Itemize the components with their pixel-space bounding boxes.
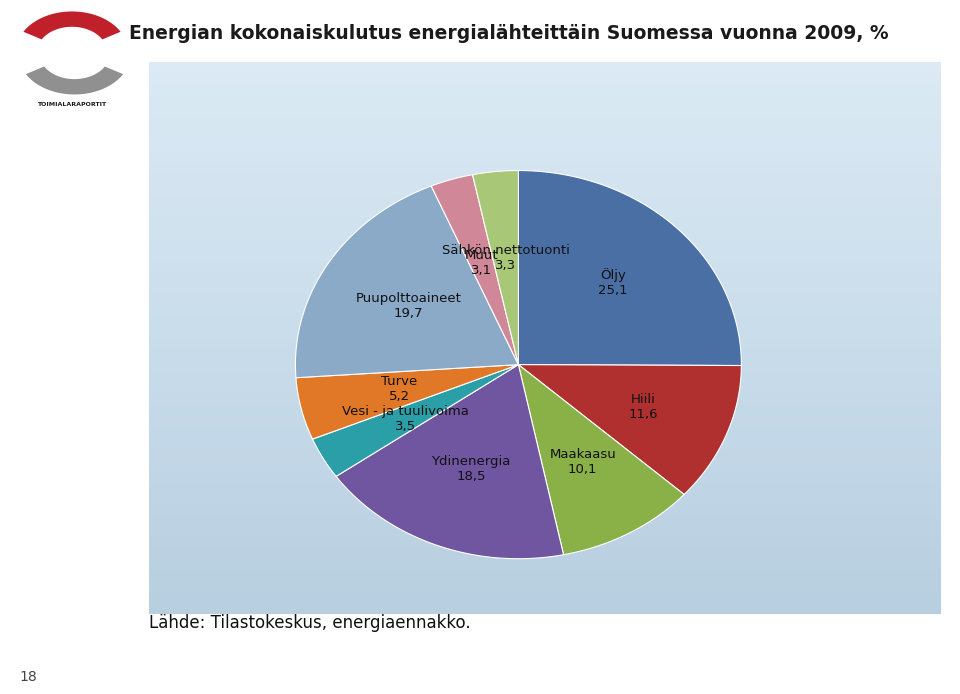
Bar (149, 592, 941, 603)
Polygon shape (472, 171, 518, 364)
Text: Turve
5,2: Turve 5,2 (381, 375, 418, 403)
Bar (149, 559, 941, 570)
Bar (149, 427, 941, 438)
Bar (149, 548, 941, 559)
Polygon shape (296, 364, 518, 439)
Polygon shape (23, 12, 121, 40)
Bar (149, 261, 941, 272)
Bar (149, 448, 941, 459)
Bar (149, 339, 941, 349)
Text: Energian kokonaiskulutus energialähteittäin Suomessa vuonna 2009, %: Energian kokonaiskulutus energialähteitt… (129, 24, 889, 43)
Bar (149, 526, 941, 537)
Bar (149, 74, 941, 85)
Bar (149, 603, 941, 614)
Text: Lähde: Tilastokeskus, energiaennakko.: Lähde: Tilastokeskus, energiaennakko. (149, 613, 470, 632)
Bar (149, 162, 941, 173)
Bar (149, 283, 941, 294)
Bar (149, 195, 941, 206)
Bar (149, 118, 941, 128)
Bar (149, 173, 941, 184)
Bar (149, 581, 941, 592)
Bar (149, 438, 941, 449)
Bar (149, 328, 941, 339)
Bar (149, 217, 941, 228)
Text: Vesi - ja tuulivoima
3,5: Vesi - ja tuulivoima 3,5 (342, 405, 468, 433)
Polygon shape (26, 67, 123, 94)
Bar (149, 128, 941, 139)
Bar (149, 272, 941, 283)
Text: Öljy
25,1: Öljy 25,1 (598, 268, 628, 297)
Polygon shape (296, 186, 518, 378)
Bar (149, 382, 941, 393)
Bar (149, 107, 941, 118)
Text: 18: 18 (19, 670, 36, 684)
Text: Ydinenergia
18,5: Ydinenergia 18,5 (431, 455, 511, 483)
Text: Muut
3,1: Muut 3,1 (465, 248, 498, 277)
Polygon shape (518, 364, 684, 555)
Bar (149, 316, 941, 328)
Bar (149, 239, 941, 250)
Polygon shape (313, 364, 518, 476)
Bar (149, 493, 941, 504)
Text: Sähkön nettotuonti
3,3: Sähkön nettotuonti 3,3 (442, 244, 569, 273)
Bar (149, 139, 941, 151)
Bar (149, 416, 941, 427)
Text: Maakaasu
10,1: Maakaasu 10,1 (549, 448, 616, 476)
Bar (149, 515, 941, 526)
Bar (149, 405, 941, 416)
Polygon shape (518, 364, 741, 494)
Bar (149, 537, 941, 548)
Bar (149, 250, 941, 261)
Bar (149, 471, 941, 482)
Polygon shape (336, 364, 564, 559)
Bar (149, 570, 941, 581)
Bar (149, 349, 941, 360)
Bar (149, 482, 941, 493)
Bar (149, 228, 941, 239)
Text: Hiili
11,6: Hiili 11,6 (629, 393, 658, 421)
Bar (149, 393, 941, 405)
Bar (149, 360, 941, 371)
Polygon shape (518, 171, 741, 366)
Bar (149, 504, 941, 515)
Bar (149, 62, 941, 74)
Bar (149, 184, 941, 195)
Bar (149, 85, 941, 96)
Polygon shape (431, 175, 518, 364)
Bar (149, 305, 941, 316)
Bar (149, 371, 941, 382)
Text: TOIMIALARAPORTIT: TOIMIALARAPORTIT (37, 101, 107, 107)
Bar (149, 96, 941, 107)
Bar (149, 151, 941, 162)
Bar (149, 459, 941, 471)
Bar (149, 206, 941, 217)
Bar (149, 294, 941, 305)
Text: Puupolttoaineet
19,7: Puupolttoaineet 19,7 (355, 291, 461, 320)
